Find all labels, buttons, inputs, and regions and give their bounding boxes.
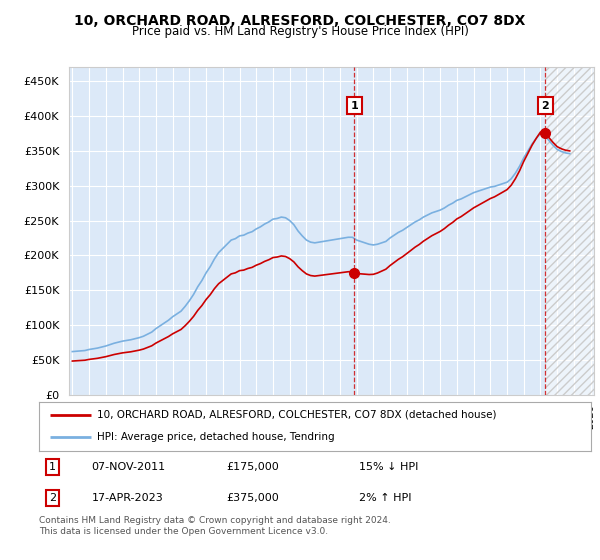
Text: 2% ↑ HPI: 2% ↑ HPI: [359, 493, 412, 503]
Text: 1: 1: [49, 462, 56, 472]
Text: 10, ORCHARD ROAD, ALRESFORD, COLCHESTER, CO7 8DX: 10, ORCHARD ROAD, ALRESFORD, COLCHESTER,…: [74, 14, 526, 28]
Text: £175,000: £175,000: [227, 462, 280, 472]
Text: HPI: Average price, detached house, Tendring: HPI: Average price, detached house, Tend…: [97, 432, 335, 442]
Text: Contains HM Land Registry data © Crown copyright and database right 2024.
This d: Contains HM Land Registry data © Crown c…: [39, 516, 391, 536]
Text: 07-NOV-2011: 07-NOV-2011: [91, 462, 166, 472]
Text: 15% ↓ HPI: 15% ↓ HPI: [359, 462, 419, 472]
Bar: [545, 67, 600, 395]
Text: 2: 2: [542, 101, 549, 110]
Text: 2: 2: [49, 493, 56, 503]
Text: £375,000: £375,000: [227, 493, 280, 503]
Text: 17-APR-2023: 17-APR-2023: [91, 493, 163, 503]
Text: Price paid vs. HM Land Registry's House Price Index (HPI): Price paid vs. HM Land Registry's House …: [131, 25, 469, 38]
Text: 1: 1: [350, 101, 358, 110]
Text: 10, ORCHARD ROAD, ALRESFORD, COLCHESTER, CO7 8DX (detached house): 10, ORCHARD ROAD, ALRESFORD, COLCHESTER,…: [97, 410, 496, 420]
Bar: [545, 67, 600, 395]
